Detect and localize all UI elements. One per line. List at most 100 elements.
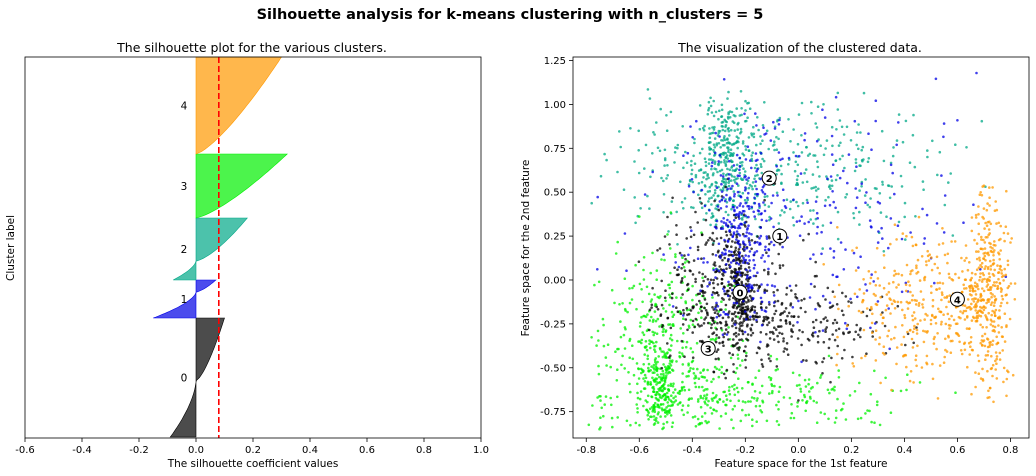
scatter-point — [858, 189, 861, 192]
scatter-point — [836, 335, 839, 339]
scatter-point — [886, 334, 889, 338]
scatter-point — [690, 159, 693, 163]
scatter-point — [975, 71, 978, 75]
scatter-point — [981, 367, 984, 371]
scatter-point — [931, 298, 935, 302]
scatter-point — [863, 194, 867, 197]
scatter-point — [809, 282, 813, 286]
scatter-point — [745, 182, 749, 185]
scatter-point — [752, 317, 755, 321]
scatter-point — [687, 398, 691, 402]
scatter-point — [734, 315, 738, 318]
scatter-point — [862, 328, 866, 332]
scatter-point — [948, 327, 951, 330]
scatter-point — [759, 302, 763, 306]
scatter-point — [880, 129, 884, 133]
scatter-point — [809, 218, 812, 221]
scatter-point — [700, 188, 704, 192]
scatter-point — [641, 370, 645, 374]
scatter-point — [672, 313, 676, 317]
scatter-point — [746, 333, 750, 336]
scatter-point — [743, 112, 746, 116]
scatter-point — [947, 300, 951, 304]
scatter-point — [676, 143, 680, 147]
scatter-point — [687, 404, 690, 407]
scatter-point — [720, 190, 724, 193]
scatter-point — [961, 270, 964, 273]
scatter-point — [785, 322, 788, 325]
scatter-point — [638, 325, 642, 328]
scatter-point — [785, 348, 789, 351]
scatter-point — [915, 326, 918, 329]
scatter-point — [753, 390, 757, 393]
scatter-point — [728, 179, 731, 183]
scatter-point — [596, 268, 599, 271]
scatter-point — [974, 319, 978, 323]
scatter-point — [752, 274, 756, 278]
scatter-point — [896, 224, 900, 227]
scatter-point — [682, 207, 685, 210]
scatter-point — [762, 159, 766, 163]
scatter-point — [796, 204, 800, 208]
scatter-point — [659, 389, 663, 392]
scatter-point — [935, 222, 939, 225]
scatter-point — [842, 313, 845, 317]
scatter-point — [742, 245, 746, 249]
scatter-point — [923, 237, 926, 240]
scatter-point — [758, 284, 761, 288]
scatter-point — [781, 157, 784, 161]
scatter-point — [854, 161, 858, 165]
scatter-point — [672, 400, 676, 404]
scatter-point — [653, 418, 656, 422]
scatter-point — [754, 274, 758, 278]
scatter-point — [906, 330, 909, 334]
scatter-point — [646, 354, 650, 358]
scatter-point — [918, 381, 922, 384]
scatter-point — [834, 416, 838, 420]
scatter-point — [759, 177, 762, 181]
scatter-point — [983, 241, 987, 244]
scatter-point — [977, 205, 980, 208]
scatter-point — [777, 222, 781, 225]
scatter-point — [991, 284, 995, 287]
scatter-point — [764, 245, 767, 249]
scatter-point — [680, 254, 683, 257]
scatter-point — [992, 320, 996, 323]
scatter-point — [972, 203, 975, 206]
scatter-point — [643, 193, 647, 196]
scatter-point — [746, 116, 749, 119]
scatter-point — [732, 426, 735, 430]
scatter-point — [720, 103, 724, 107]
scatter-point — [981, 325, 984, 329]
scatter-point — [725, 333, 729, 336]
scatter-point — [929, 322, 933, 326]
scatter-point — [933, 281, 936, 285]
scatter-point — [735, 301, 739, 305]
scatter-point — [653, 293, 656, 296]
silhouette-cluster-label-3: 3 — [181, 181, 188, 193]
scatter-point — [925, 213, 929, 217]
scatter-point — [740, 113, 743, 117]
scatter-point — [860, 148, 863, 152]
scatter-point — [746, 274, 749, 278]
scatter-point — [696, 248, 700, 252]
scatter-point — [656, 421, 660, 424]
scatter-point — [687, 312, 691, 316]
scatter-point — [891, 171, 894, 175]
scatter-point — [769, 330, 772, 334]
scatter-point — [973, 281, 977, 285]
scatter-point — [597, 280, 601, 284]
scatter-point — [857, 147, 860, 151]
scatter-point — [759, 151, 763, 155]
scatter-point — [924, 260, 928, 263]
scatter-point — [831, 163, 835, 166]
scatter-point — [783, 310, 786, 313]
scatter-point — [726, 218, 729, 222]
scatter-point — [649, 271, 652, 275]
scatter-point — [706, 285, 709, 288]
scatter-point — [998, 309, 1001, 312]
scatter-point — [714, 276, 717, 279]
scatter-point — [758, 237, 761, 240]
scatter-point — [744, 201, 747, 205]
scatter-point — [733, 192, 736, 196]
